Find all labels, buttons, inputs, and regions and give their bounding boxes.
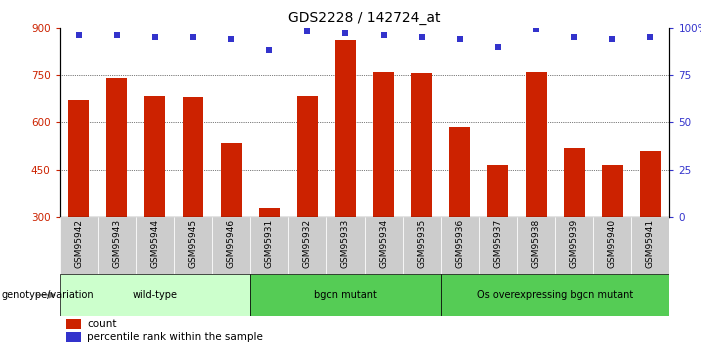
Text: GSM95938: GSM95938 <box>531 219 540 268</box>
Bar <box>297 96 318 217</box>
Bar <box>221 143 242 217</box>
Text: GSM95932: GSM95932 <box>303 219 312 268</box>
Bar <box>66 332 81 342</box>
Point <box>606 36 618 42</box>
Bar <box>212 217 250 274</box>
Bar <box>335 40 356 217</box>
Bar <box>526 72 547 217</box>
Bar <box>250 217 288 274</box>
Text: GSM95935: GSM95935 <box>417 219 426 268</box>
Bar <box>365 217 402 274</box>
Bar <box>441 217 479 274</box>
Point <box>454 36 465 42</box>
Bar <box>174 217 212 274</box>
Point <box>301 29 313 34</box>
Bar <box>68 100 89 217</box>
Bar <box>288 217 327 274</box>
Point <box>569 34 580 40</box>
Bar <box>555 217 593 274</box>
Text: GSM95939: GSM95939 <box>570 219 578 268</box>
Text: GSM95944: GSM95944 <box>151 219 159 268</box>
Bar <box>601 165 622 217</box>
Point <box>264 48 275 53</box>
Point <box>226 36 237 42</box>
Bar <box>144 96 165 217</box>
Text: GSM95945: GSM95945 <box>189 219 198 268</box>
Point <box>645 34 656 40</box>
Bar <box>479 217 517 274</box>
Bar <box>449 127 470 217</box>
Text: genotype/variation: genotype/variation <box>1 290 94 300</box>
Bar <box>640 151 661 217</box>
Bar <box>327 217 365 274</box>
Bar <box>60 217 97 274</box>
Title: GDS2228 / 142724_at: GDS2228 / 142724_at <box>288 11 441 25</box>
Text: GSM95934: GSM95934 <box>379 219 388 268</box>
Text: GSM95937: GSM95937 <box>494 219 503 268</box>
Bar <box>487 165 508 217</box>
Text: wild-type: wild-type <box>132 290 177 300</box>
Bar <box>182 97 203 217</box>
Text: GSM95943: GSM95943 <box>112 219 121 268</box>
Bar <box>411 73 433 217</box>
Bar <box>60 274 250 316</box>
Bar <box>97 217 136 274</box>
Bar <box>259 208 280 217</box>
Text: Os overexpressing bgcn mutant: Os overexpressing bgcn mutant <box>477 290 633 300</box>
Text: GSM95936: GSM95936 <box>456 219 464 268</box>
Bar <box>373 72 394 217</box>
Text: bgcn mutant: bgcn mutant <box>314 290 377 300</box>
Text: percentile rank within the sample: percentile rank within the sample <box>87 332 263 342</box>
Bar <box>107 78 128 217</box>
Point <box>531 27 542 32</box>
Text: GSM95933: GSM95933 <box>341 219 350 268</box>
Bar <box>441 274 669 316</box>
Text: GSM95941: GSM95941 <box>646 219 655 268</box>
Bar <box>564 148 585 217</box>
Bar <box>402 217 441 274</box>
Point <box>416 34 428 40</box>
Text: count: count <box>87 319 116 329</box>
Bar <box>250 274 441 316</box>
Text: GSM95940: GSM95940 <box>608 219 617 268</box>
Bar <box>136 217 174 274</box>
Point <box>149 34 161 40</box>
Point <box>492 44 503 49</box>
Text: GSM95942: GSM95942 <box>74 219 83 268</box>
Point <box>187 34 198 40</box>
Text: GSM95931: GSM95931 <box>265 219 273 268</box>
Bar <box>517 217 555 274</box>
Point <box>340 30 351 36</box>
Text: GSM95946: GSM95946 <box>226 219 236 268</box>
Bar <box>632 217 669 274</box>
Bar <box>593 217 632 274</box>
Point <box>73 32 84 38</box>
Point <box>111 32 123 38</box>
Bar <box>66 319 81 329</box>
Point <box>378 32 389 38</box>
